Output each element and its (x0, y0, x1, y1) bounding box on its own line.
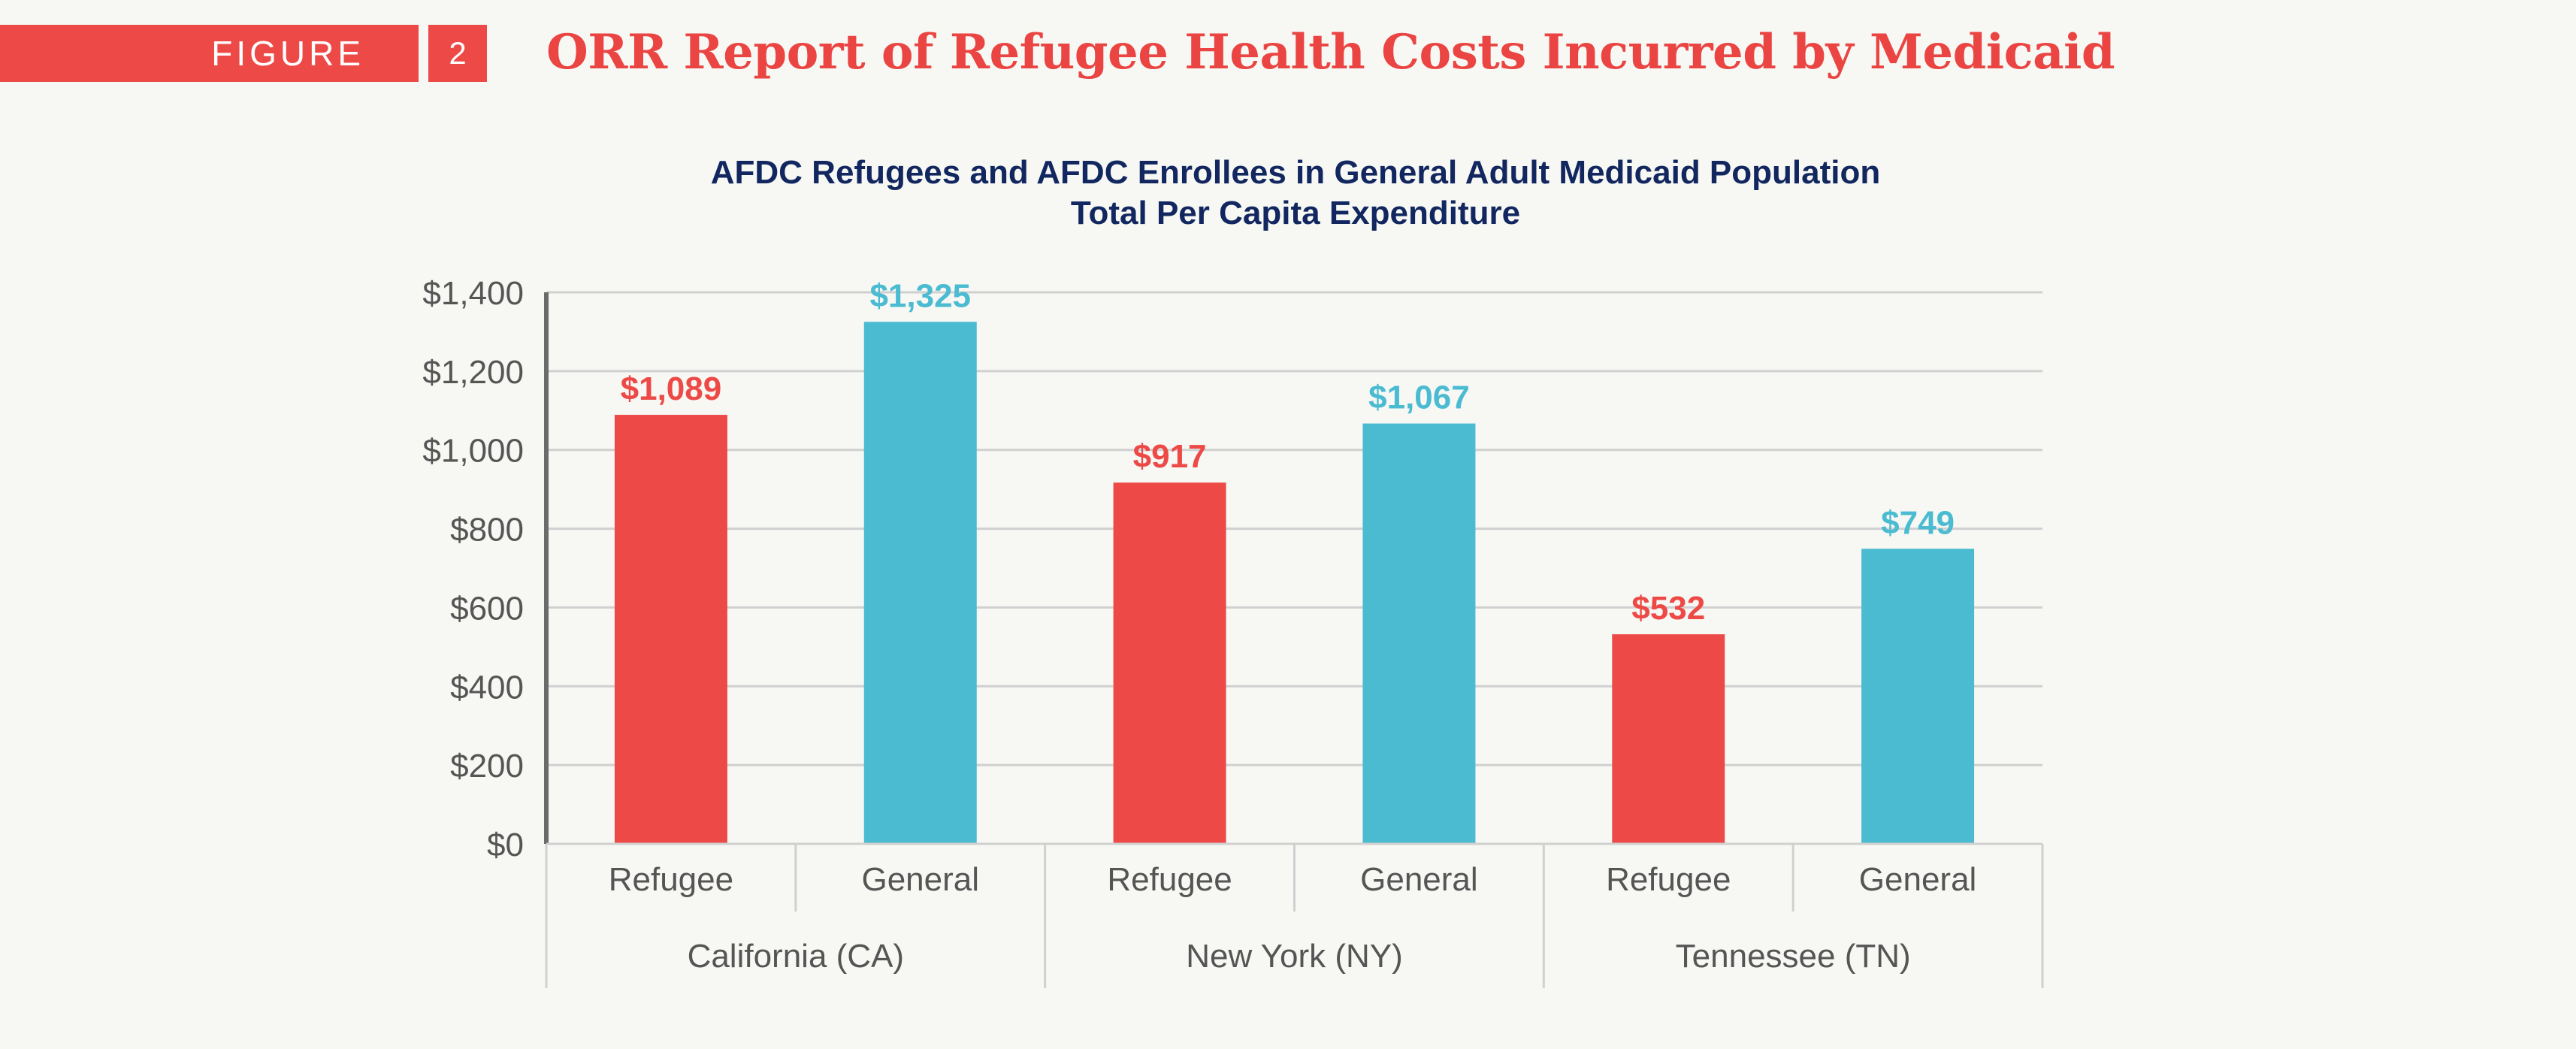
x-tick-label: Refugee (1107, 861, 1232, 898)
data-label: $1,325 (869, 277, 971, 314)
y-tick-label: $1,400 (422, 275, 524, 312)
data-label: $1,089 (621, 370, 722, 407)
y-tick-label: $1,000 (422, 433, 524, 470)
x-tick-label: Refugee (1606, 861, 1731, 898)
data-label: $1,067 (1368, 379, 1470, 416)
bar-general (1861, 549, 1975, 844)
x-tick-label: Refugee (609, 861, 733, 898)
y-tick-label: $400 (450, 669, 524, 706)
chart-title: AFDC Refugees and AFDC Enrollees in Gene… (710, 154, 1881, 191)
chart-subtitle: Total Per Capita Expenditure (1070, 195, 1521, 231)
x-tick-label: General (1859, 861, 1977, 898)
bar-refugee (614, 415, 727, 844)
group-label: New York (NY) (1186, 938, 1403, 975)
figure-title: ORR Report of Refugee Health Costs Incur… (546, 24, 2115, 80)
data-label: $749 (1881, 504, 1955, 541)
y-tick-label: $800 (450, 512, 524, 549)
y-tick-label: $600 (450, 590, 524, 627)
figure-label: FIGURE (0, 25, 419, 82)
y-tick-label: $1,200 (422, 354, 524, 391)
group-label: California (CA) (688, 938, 905, 975)
bar-general (863, 322, 977, 845)
figure-number: 2 (428, 25, 487, 82)
data-label: $532 (1631, 590, 1705, 627)
group-label: Tennessee (TN) (1676, 938, 1911, 975)
y-tick-label: $200 (450, 748, 524, 784)
x-tick-label: General (1360, 861, 1478, 898)
x-tick-label: General (861, 861, 979, 898)
data-label: $917 (1133, 438, 1207, 475)
y-tick-label: $0 (487, 827, 524, 863)
bar-refugee (1113, 482, 1226, 844)
bar-refugee (1612, 634, 1725, 844)
bar-general (1362, 423, 1476, 844)
